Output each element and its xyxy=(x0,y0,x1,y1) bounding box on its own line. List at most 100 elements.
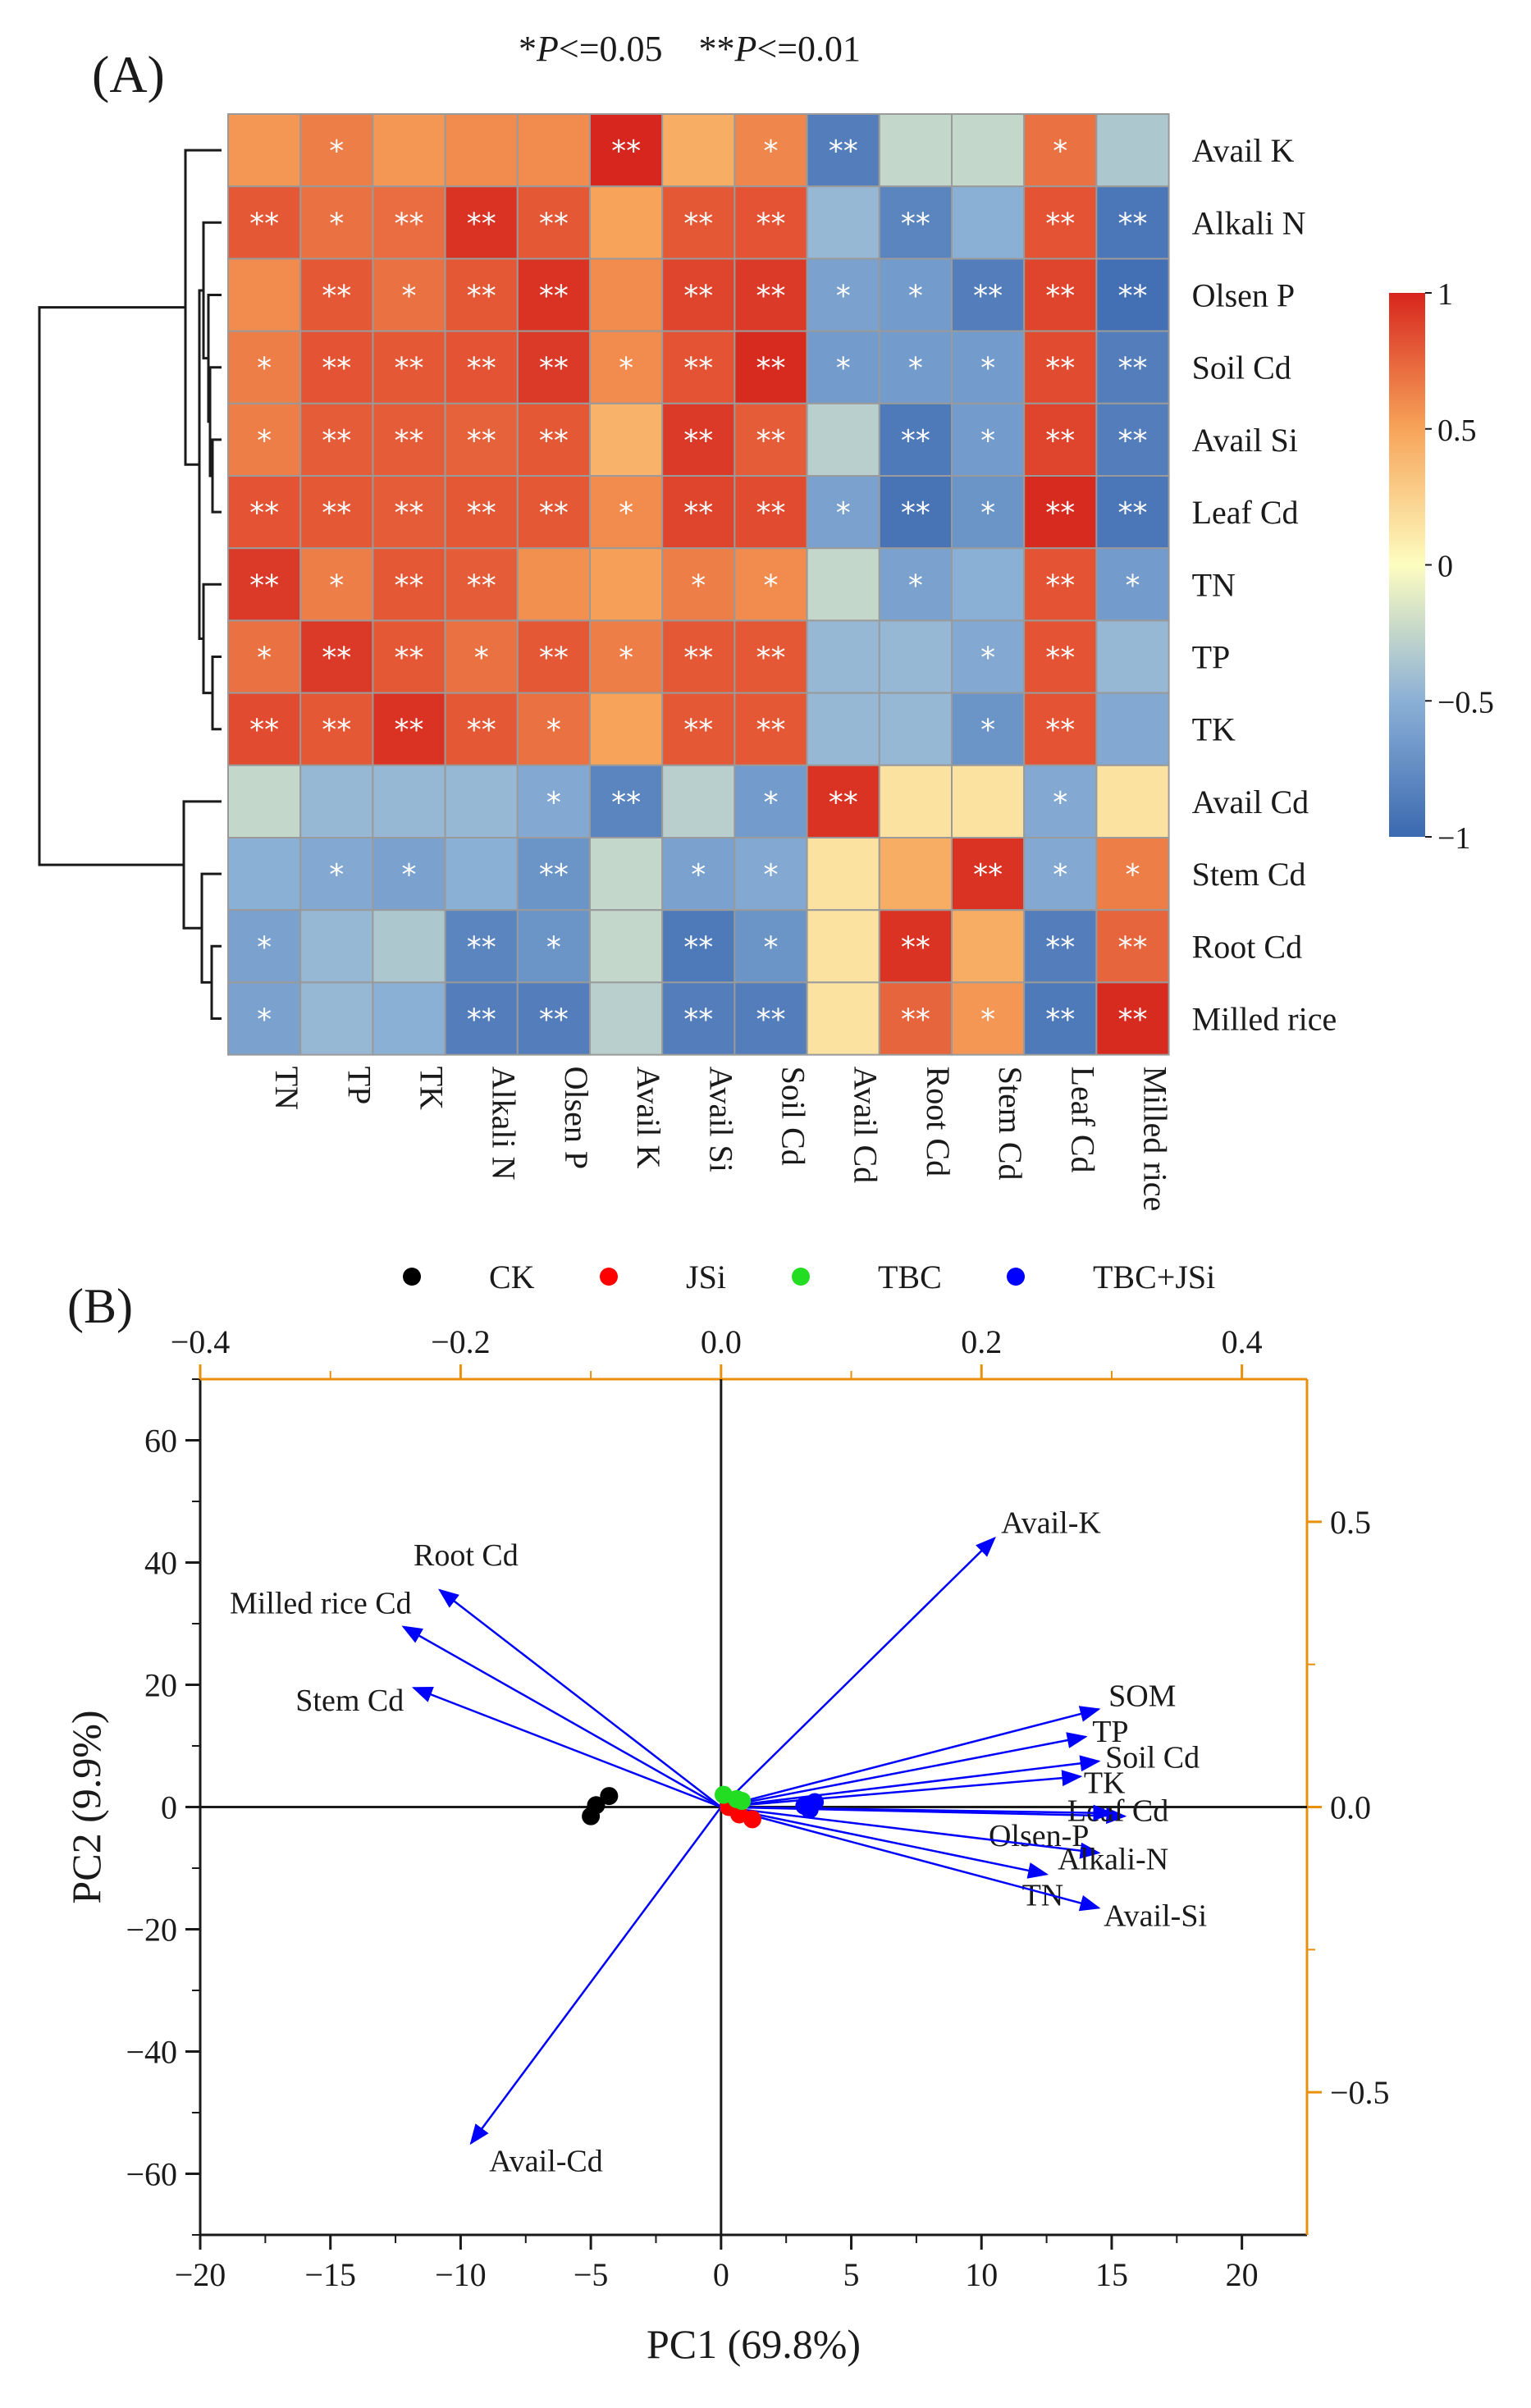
dendrogram-link xyxy=(38,306,185,866)
loading-arrow xyxy=(720,1806,1101,1912)
loading-label: Olsen-P xyxy=(989,1819,1089,1853)
significance-mark: ** xyxy=(756,496,786,530)
heatmap-cell xyxy=(951,402,1026,477)
heatmap-cell xyxy=(1095,113,1170,188)
loading-arrow xyxy=(720,1536,996,1808)
heatmap-cell xyxy=(227,402,302,477)
loading-label: Leaf Cd xyxy=(1067,1794,1168,1829)
loading-label: Root Cd xyxy=(414,1538,519,1573)
heatmap-row-label: Avail K xyxy=(1192,132,1295,169)
heatmap-col-label: Leaf Cd xyxy=(1064,1067,1101,1173)
heatmap-row-label: Root Cd xyxy=(1192,928,1302,965)
heatmap-cell xyxy=(589,547,664,622)
dendrogram-link xyxy=(202,221,222,360)
heatmap-cell xyxy=(227,837,302,912)
significance-mark: ** xyxy=(322,424,351,458)
heatmap-cell xyxy=(806,764,880,838)
heatmap-cell xyxy=(299,619,374,694)
heatmap-cell xyxy=(372,402,446,477)
significance-mark: ** xyxy=(539,642,569,675)
heatmap-cell xyxy=(299,837,374,912)
y-tick-label: 40 xyxy=(144,1545,177,1582)
pca-biplot: −20 −15 −10 −5 0 5 10 15 20 60 40 20 0 −20 −40 −60 −0.4 −… xyxy=(63,1323,1390,2367)
heatmap-cell xyxy=(372,258,446,332)
significance-mark: ** xyxy=(467,280,496,313)
significance-mark: * xyxy=(257,930,272,964)
significance-mark: ** xyxy=(901,424,930,458)
significance-mark: ** xyxy=(973,280,1003,313)
heatmap-cell xyxy=(878,113,953,188)
legend-marker xyxy=(403,1268,421,1286)
legend-label: TBC xyxy=(878,1259,942,1295)
significance-mark: * xyxy=(546,714,561,747)
significance-mark: ** xyxy=(539,352,569,386)
heatmap-cell xyxy=(227,475,302,550)
significance-mark: ** xyxy=(467,930,496,964)
heatmap-cell xyxy=(444,764,519,838)
significance-mark: * xyxy=(980,1003,995,1037)
heatmap-cell xyxy=(372,185,446,260)
heatmap-cell xyxy=(589,981,664,1056)
heatmap-cell xyxy=(372,330,446,404)
significance-mark: * xyxy=(329,135,344,168)
significance-mark: ** xyxy=(249,714,279,747)
significance-mark: ** xyxy=(249,207,279,240)
dendrogram-link xyxy=(211,656,222,731)
significance-mark: ** xyxy=(1045,930,1075,964)
heatmap-cell xyxy=(878,981,953,1056)
heatmap-cell xyxy=(951,909,1026,984)
heatmap-cell xyxy=(299,258,374,332)
significance-mark: * xyxy=(619,642,633,675)
y-tick-label: −40 xyxy=(126,2034,177,2071)
heatmap-cell xyxy=(878,764,953,838)
top-tick-label: 0.0 xyxy=(701,1323,742,1360)
significance-mark: * xyxy=(764,569,779,602)
significance-mark: * xyxy=(1126,569,1140,602)
heatmap-cell xyxy=(227,113,302,188)
top-tick-label: 0.4 xyxy=(1222,1323,1263,1360)
heatmap-cell xyxy=(516,692,591,766)
heatmap-cell xyxy=(878,258,953,332)
significance-mark: ** xyxy=(467,714,496,747)
significance-mark: ** xyxy=(467,569,496,602)
significance-mark: ** xyxy=(1118,352,1148,386)
legend-label: JSi xyxy=(686,1259,726,1295)
sig-p05-rest: <=0.05 xyxy=(559,29,663,69)
heatmap-cell xyxy=(661,837,736,912)
heatmap-cell xyxy=(661,402,736,477)
loading-arrow xyxy=(469,1806,722,2145)
significance-mark: * xyxy=(908,352,923,386)
heatmap-cell xyxy=(806,402,880,477)
heatmap-cell xyxy=(516,185,591,260)
heatmap-cell xyxy=(589,692,664,766)
significance-mark: ** xyxy=(1045,642,1075,675)
significance-mark: ** xyxy=(1118,930,1148,964)
significance-mark: ** xyxy=(683,930,713,964)
top-tick-label: −0.2 xyxy=(431,1323,491,1360)
legend-marker xyxy=(1007,1268,1025,1286)
heatmap-cell xyxy=(299,764,374,838)
significance-mark: ** xyxy=(1045,496,1075,530)
heatmap-col-label: TP xyxy=(340,1067,377,1105)
heatmap-cell xyxy=(227,981,302,1056)
heatmap-cell xyxy=(227,330,302,404)
significance-mark: ** xyxy=(901,930,930,964)
heatmap-col-label: Soil Cd xyxy=(775,1067,812,1166)
panel-a-label: (A) xyxy=(92,45,165,103)
loading-arrow xyxy=(720,1770,1083,1808)
heatmap-cell xyxy=(661,764,736,838)
heatmap-cell xyxy=(516,475,591,550)
significance-mark: ** xyxy=(467,1003,496,1037)
loading-arrow xyxy=(720,1732,1088,1808)
significance-mark: ** xyxy=(1045,1003,1075,1037)
significance-mark: ** xyxy=(973,858,1003,892)
heatmap-cell xyxy=(951,475,1026,550)
top-tick-label: −0.4 xyxy=(171,1323,231,1360)
heatmap-row-label: Soil Cd xyxy=(1192,350,1291,386)
heatmap-cell xyxy=(661,909,736,984)
significance-mark: ** xyxy=(539,1003,569,1037)
heatmap-cell xyxy=(516,837,591,912)
heatmap-cell xyxy=(878,402,953,477)
significance-mark: * xyxy=(980,642,995,675)
significance-mark: ** xyxy=(901,496,930,530)
